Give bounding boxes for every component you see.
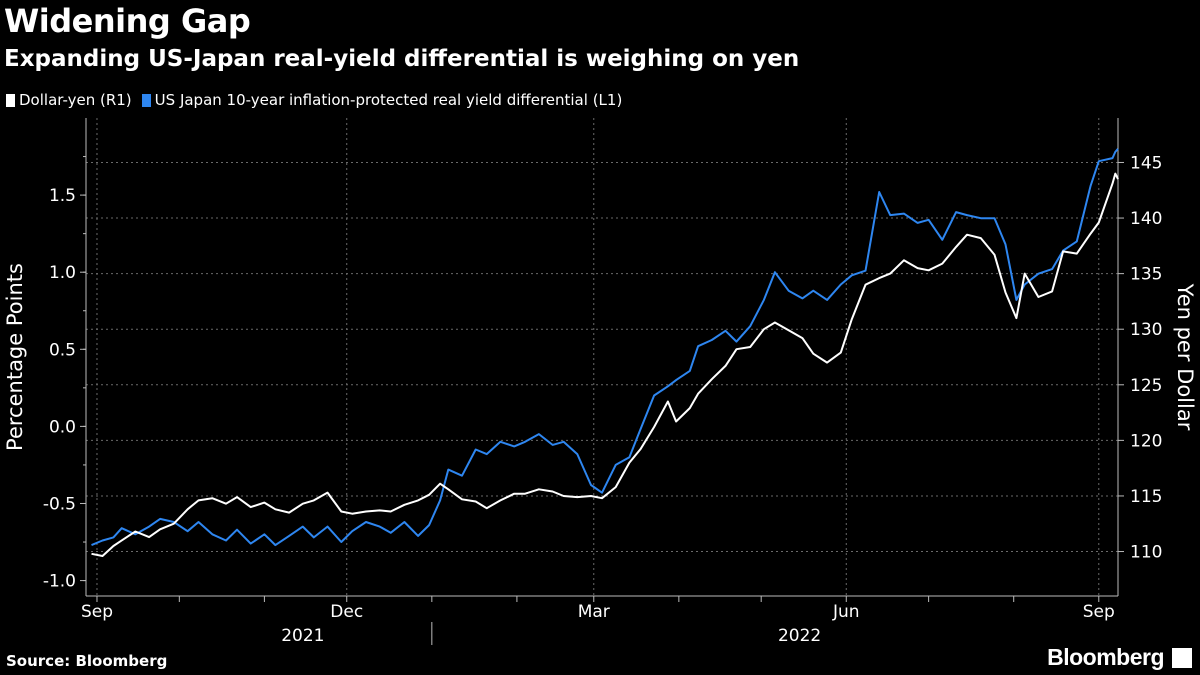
legend-swatch-usdjpy — [6, 93, 15, 107]
real-yield-differential-series-line — [91, 148, 1119, 547]
x-tick-label: Sep — [1083, 602, 1115, 622]
legend-swatch-differential — [141, 93, 151, 107]
x-tick-label: Dec — [330, 602, 363, 622]
legend-label-differential: US Japan 10-year inflation-protected rea… — [154, 91, 623, 109]
x-year-label: 2021 — [281, 626, 324, 646]
series-lines — [91, 148, 1119, 557]
tick-labels: -1.0 -0.5 0.0 0.5 1.0 1.5 110 115 120 125 130 135 14… — [43, 153, 1163, 646]
usdjpy-series-line — [91, 172, 1119, 557]
y-left-tick-label: 1.0 — [49, 263, 76, 283]
chart-subtitle: Expanding US-Japan real-yield differenti… — [4, 46, 800, 72]
x-year-label: 2022 — [778, 626, 821, 646]
y-right-tick-label: 110 — [1130, 543, 1162, 563]
chart-title: Widening Gap — [4, 2, 251, 40]
legend-item-differential: US Japan 10-year inflation-protected rea… — [141, 91, 623, 109]
y-right-tick-label: 115 — [1130, 487, 1162, 507]
y-axis-right-title: Yen per Dollar — [1173, 283, 1197, 431]
y-left-tick-label: -1.0 — [43, 572, 76, 592]
y-left-tick-label: -0.5 — [43, 494, 76, 514]
y-right-tick-label: 120 — [1130, 431, 1162, 451]
legend: Dollar-yen (R1) US Japan 10-year inflati… — [6, 91, 632, 109]
legend-item-usdjpy: Dollar-yen (R1) — [6, 91, 132, 109]
y-left-tick-label: 1.5 — [49, 186, 76, 206]
legend-label-usdjpy: Dollar-yen (R1) — [19, 91, 132, 109]
y-right-tick-label: 145 — [1130, 153, 1162, 173]
axes — [80, 118, 1124, 645]
y-right-tick-label: 125 — [1130, 376, 1162, 396]
x-tick-label: Mar — [578, 602, 610, 622]
bloomberg-logo-icon — [1172, 648, 1192, 668]
gridlines — [86, 118, 1118, 596]
y-left-tick-label: 0.5 — [49, 340, 76, 360]
y-right-tick-label: 130 — [1130, 320, 1162, 340]
y-right-tick-label: 140 — [1130, 209, 1162, 229]
brand-wordmark: Bloomberg — [1047, 644, 1164, 670]
y-left-tick-label: 0.0 — [49, 417, 76, 437]
source-note: Source: Bloomberg — [6, 652, 168, 670]
y-right-tick-label: 135 — [1130, 265, 1162, 285]
x-tick-label: Sep — [81, 602, 113, 622]
y-axis-left-title: Percentage Points — [3, 263, 27, 451]
x-tick-label: Jun — [832, 602, 860, 622]
